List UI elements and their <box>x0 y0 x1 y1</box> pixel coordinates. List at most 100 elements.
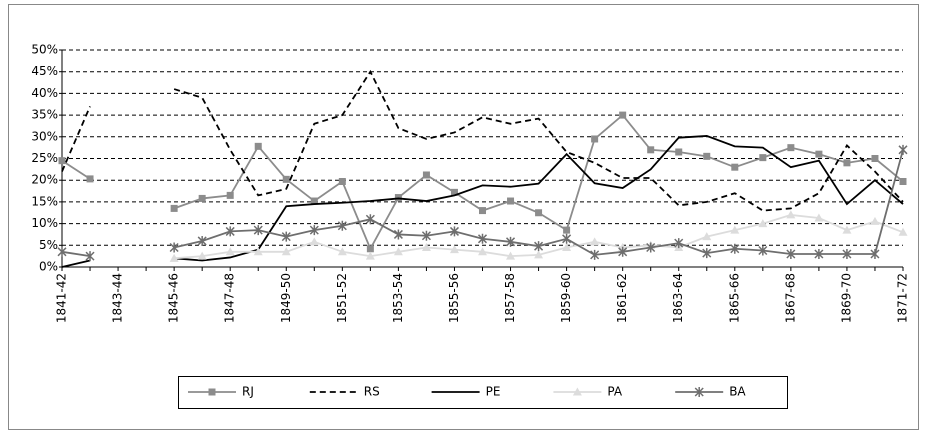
x-tick-label: 1871-72 <box>896 273 910 323</box>
x-tick-label: 1841-42 <box>55 273 69 323</box>
marker <box>899 178 907 186</box>
marker <box>702 248 712 259</box>
marker <box>422 171 430 179</box>
marker <box>619 111 627 119</box>
marker <box>786 248 796 259</box>
marker <box>843 159 851 167</box>
legend-item: RS <box>309 385 380 399</box>
marker <box>86 175 94 183</box>
marker <box>506 236 516 247</box>
marker <box>590 249 600 260</box>
legend-item: PE <box>431 385 501 399</box>
series-line <box>61 135 904 268</box>
marker <box>535 209 543 217</box>
marker <box>534 250 544 259</box>
marker <box>421 230 431 241</box>
marker <box>674 238 684 249</box>
marker <box>338 178 346 186</box>
marker <box>815 150 823 158</box>
marker <box>479 207 486 215</box>
marker <box>226 191 234 199</box>
marker <box>253 225 263 236</box>
y-tick-label: 45% <box>31 64 58 78</box>
marker <box>591 135 599 143</box>
legend-item: PA <box>553 385 623 399</box>
x-tick-label: 1869-70 <box>839 273 853 323</box>
marker <box>870 216 880 225</box>
marker <box>365 251 375 260</box>
marker <box>282 175 290 183</box>
marker <box>562 233 572 244</box>
marker <box>366 245 374 253</box>
y-tick-label: 10% <box>31 216 58 230</box>
x-tick-label: 1857-58 <box>503 273 517 323</box>
marker <box>814 213 824 222</box>
x-tick-label: 1843-44 <box>111 273 125 323</box>
marker <box>208 388 216 396</box>
marker <box>618 246 628 257</box>
y-tick-label: 0% <box>39 260 58 274</box>
marker <box>534 241 544 252</box>
y-tick-label: 50% <box>31 43 58 57</box>
marker <box>169 253 179 262</box>
marker <box>758 245 768 256</box>
marker <box>814 248 824 259</box>
y-tick-label: 15% <box>31 194 58 208</box>
y-tick-label: 40% <box>31 86 58 100</box>
marker <box>449 226 459 237</box>
legend-label: BA <box>729 385 746 399</box>
y-tick-label: 5% <box>39 238 58 252</box>
y-tick-label: 35% <box>31 108 58 122</box>
marker <box>730 225 740 234</box>
legend-label: RS <box>364 385 380 399</box>
marker <box>225 226 235 237</box>
marker <box>786 210 796 219</box>
marker <box>225 247 235 256</box>
marker <box>572 387 582 396</box>
marker <box>393 229 403 240</box>
marker <box>675 148 683 156</box>
marker <box>310 197 318 205</box>
marker <box>563 226 571 234</box>
marker <box>478 247 487 256</box>
marker <box>759 154 767 162</box>
marker <box>449 245 459 254</box>
marker <box>450 188 458 196</box>
marker <box>842 248 852 259</box>
marker <box>870 248 880 259</box>
marker <box>590 237 600 246</box>
marker <box>787 144 795 152</box>
marker <box>197 251 207 260</box>
marker <box>57 246 67 257</box>
marker <box>647 146 655 154</box>
x-tick-label: 1847-48 <box>223 273 237 323</box>
x-tick-label: 1849-50 <box>279 273 293 323</box>
marker <box>507 197 515 205</box>
y-tick-label: 20% <box>31 173 58 187</box>
marker <box>309 225 319 236</box>
legend-label: RJ <box>242 385 254 399</box>
marker <box>337 247 347 256</box>
marker <box>393 247 403 256</box>
marker <box>85 251 95 262</box>
marker <box>198 194 206 202</box>
series-line <box>61 69 904 212</box>
marker <box>365 214 375 225</box>
chart-frame <box>8 4 919 430</box>
legend-item: RJ <box>188 385 254 399</box>
marker <box>562 242 572 251</box>
marker <box>254 142 262 150</box>
x-tick-label: 1855-56 <box>447 273 461 323</box>
marker <box>731 163 739 171</box>
marker <box>758 219 768 228</box>
marker <box>898 144 908 155</box>
marker <box>646 242 656 253</box>
x-tick-label: 1863-64 <box>671 273 685 323</box>
marker <box>253 247 263 256</box>
marker <box>702 232 712 241</box>
legend-label: PE <box>486 385 501 399</box>
y-tick-label: 30% <box>31 129 58 143</box>
legend-item: BA <box>675 385 746 399</box>
marker <box>703 152 711 160</box>
